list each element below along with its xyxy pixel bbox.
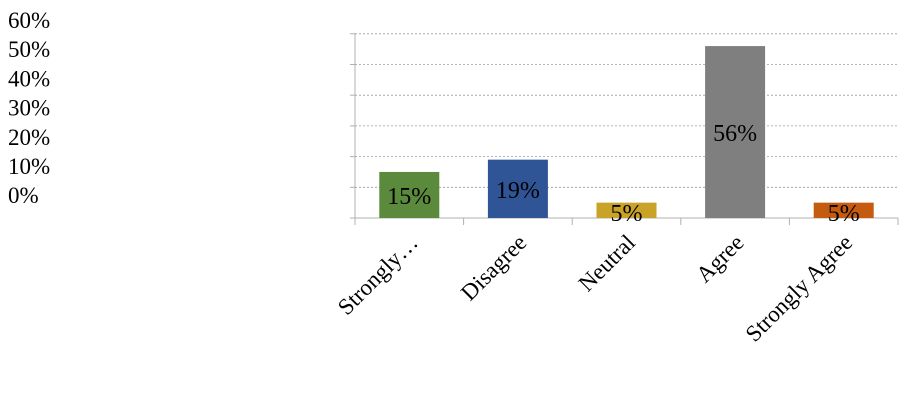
bars [379,46,874,218]
data-label: 56% [713,121,757,147]
gridlines [355,33,898,188]
y-tick-label: 60% [8,8,50,33]
x-tick-label: Neutral [574,230,640,296]
x-tick-label: Strongly… [333,230,423,320]
bar-strongly [379,171,440,218]
data-label: 15% [387,184,431,210]
bar-neutral [596,202,657,218]
x-tick-label: Disagree [456,230,531,305]
bar-agree [705,46,766,218]
x-tick-label: Strongly Agree [741,230,858,347]
x-tick-label: Agree [691,230,748,287]
bar-strongly-agree [813,202,874,218]
y-tick-label: 10% [8,154,50,179]
y-tick-label: 30% [8,96,50,121]
data-label: 5% [611,201,643,227]
y-tick-label: 0% [8,183,39,208]
y-axis-tick-labels: 60% 50% 40% 30% 20% 10% 0% [8,8,50,208]
y-tick-label: 50% [8,37,50,62]
bar-disagree [487,159,548,218]
y-tick-label: 20% [8,125,50,150]
data-label: 19% [496,178,540,204]
y-tick-label: 40% [8,66,50,91]
data-label: 5% [828,201,860,227]
data-labels: 15% 19% 5% 56% 5% [387,121,859,227]
